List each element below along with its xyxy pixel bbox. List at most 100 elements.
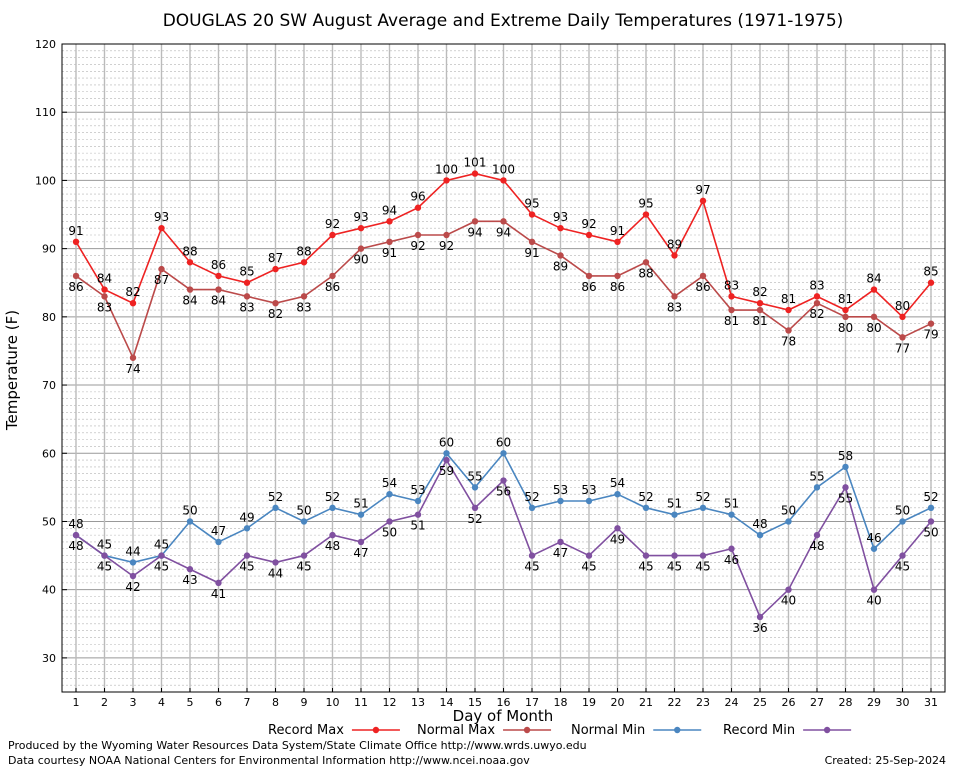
x-tick-label: 6: [215, 696, 222, 709]
x-tick-label: 5: [187, 696, 194, 709]
data-point: [614, 490, 621, 498]
data-point: [528, 211, 536, 218]
data-label: 53: [410, 483, 425, 497]
data-label: 94: [382, 203, 397, 217]
data-label: 80: [838, 321, 853, 335]
data-point: [329, 272, 336, 280]
data-label: 45: [97, 538, 112, 552]
x-tick-label: 22: [668, 696, 682, 709]
legend-label: Normal Min: [571, 723, 645, 738]
data-label: 86: [325, 280, 340, 294]
x-tick-label: 2: [101, 696, 108, 709]
legend-marker: [523, 726, 531, 734]
data-label: 54: [382, 476, 397, 490]
data-label: 94: [467, 225, 482, 239]
data-point: [158, 265, 165, 273]
data-label: 55: [809, 469, 824, 483]
data-label: 84: [866, 272, 881, 286]
data-point: [443, 231, 450, 239]
data-label: 47: [211, 524, 226, 538]
data-point: [614, 525, 621, 532]
data-point: [899, 334, 906, 341]
data-label: 81: [781, 292, 796, 306]
data-point: [699, 552, 707, 559]
data-point: [272, 300, 279, 307]
data-point: [785, 327, 792, 334]
data-point: [899, 552, 906, 559]
data-label: 79: [923, 328, 938, 342]
x-tick-label: 25: [753, 696, 767, 709]
data-label: 45: [638, 560, 653, 574]
data-point: [756, 300, 764, 307]
data-label: 86: [211, 258, 226, 272]
data-label: 48: [68, 539, 83, 553]
data-point: [329, 231, 336, 239]
data-label: 55: [838, 491, 853, 505]
x-tick-label: 14: [440, 696, 454, 709]
data-label: 86: [610, 280, 625, 294]
data-point: [357, 511, 365, 518]
data-point: [671, 293, 678, 300]
data-label: 52: [695, 490, 710, 504]
data-label: 45: [667, 560, 682, 574]
data-point: [101, 552, 108, 559]
data-point: [72, 272, 80, 280]
data-point: [186, 518, 194, 525]
data-label: 96: [410, 190, 425, 204]
data-point: [215, 286, 222, 293]
data-point: [899, 518, 906, 525]
x-tick-label: 18: [554, 696, 568, 709]
x-tick-label: 27: [810, 696, 824, 709]
data-point: [414, 231, 422, 239]
data-label: 82: [809, 307, 824, 321]
data-label: 51: [724, 497, 739, 511]
data-label: 83: [239, 300, 254, 314]
y-tick-label: 40: [42, 584, 56, 597]
y-tick-label: 50: [42, 515, 56, 528]
x-tick-label: 12: [383, 696, 397, 709]
data-label: 56: [496, 485, 511, 499]
data-label: 36: [752, 621, 767, 635]
data-label: 101: [464, 156, 487, 170]
data-label: 92: [439, 239, 454, 253]
data-label: 92: [325, 217, 340, 231]
legend: Record Max Normal Max Normal Min Record Min: [268, 723, 852, 738]
data-point: [671, 552, 678, 559]
data-point: [870, 313, 878, 321]
data-label: 86: [581, 280, 596, 294]
data-label: 44: [125, 544, 140, 558]
data-point: [357, 245, 365, 252]
data-label: 45: [296, 560, 311, 574]
data-point: [528, 238, 536, 246]
data-label: 48: [68, 517, 83, 531]
data-label: 91: [68, 224, 83, 238]
data-point: [756, 613, 764, 621]
legend-marker: [674, 726, 681, 734]
legend-label: Record Max: [268, 723, 344, 738]
data-label: 60: [439, 435, 454, 449]
data-point: [528, 552, 536, 559]
x-tick-label: 13: [411, 696, 425, 709]
data-point: [500, 218, 507, 225]
data-label: 60: [496, 435, 511, 449]
data-point: [500, 477, 507, 484]
data-label: 83: [809, 278, 824, 292]
data-label: 83: [97, 300, 112, 314]
data-point: [414, 511, 422, 518]
data-label: 45: [695, 560, 710, 574]
data-label: 52: [638, 490, 653, 504]
data-label: 78: [781, 334, 796, 348]
data-label: 45: [154, 538, 169, 552]
data-point: [414, 497, 422, 505]
y-axis-title: Temperature (F): [3, 310, 21, 431]
data-label: 52: [923, 490, 938, 504]
data-label: 87: [268, 251, 283, 265]
data-label: 53: [553, 483, 568, 497]
data-point: [215, 272, 222, 280]
data-point: [158, 224, 165, 232]
data-label: 95: [638, 197, 653, 211]
data-point: [585, 272, 593, 280]
y-tick-label: 60: [42, 447, 56, 460]
